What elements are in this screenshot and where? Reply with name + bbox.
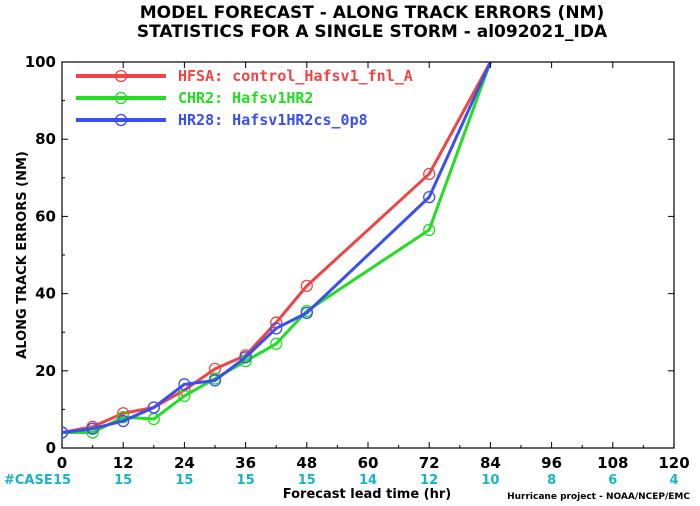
chart-title: MODEL FORECAST - ALONG TRACK ERRORS (NM): [140, 3, 605, 23]
y-axis-label: ALONG TRACK ERRORS (NM): [15, 151, 30, 359]
chart-subtitle: STATISTICS FOR A SINGLE STORM - al092021…: [137, 22, 608, 42]
case-count-0: 15: [53, 473, 71, 488]
x-tick-label-4: 48: [296, 454, 317, 472]
x-axis-label: Forecast lead time (hr): [283, 487, 451, 502]
case-count-5: 14: [359, 473, 377, 488]
case-count-1: 15: [114, 473, 132, 488]
series-2-point-4: [178, 378, 191, 391]
series-2-point-6: [239, 351, 252, 364]
series-2-point-3: [147, 401, 160, 414]
axis-ticks: 0 12 24 36 48 60 72 84 96 108 120 0 20 40 60 80 100: [25, 53, 690, 472]
case-count-2: 15: [175, 473, 193, 488]
x-tick-label-2: 24: [174, 454, 195, 472]
series-1-point-9: [423, 223, 436, 237]
case-count-8: 8: [547, 473, 556, 488]
y-tick-label-1: 20: [35, 362, 56, 380]
x-tick-label-9: 108: [597, 454, 628, 472]
series-line-0: [62, 62, 492, 435]
series-2-point-1: [86, 422, 99, 435]
legend: HFSA: control_Hafsv1_fnl_A CHR2: Hafsv1HR…: [76, 67, 413, 129]
case-count-6: 12: [420, 473, 438, 488]
series-layer: [62, 62, 492, 439]
series-2-point-9: [423, 190, 436, 204]
case-count-3: 15: [237, 473, 255, 488]
legend-swatch-marker-0: [114, 69, 128, 83]
y-tick-label-3: 60: [35, 207, 56, 225]
series-1-point-1: [86, 426, 99, 439]
x-tick-label-1: 12: [113, 454, 134, 472]
legend-swatch-marker-2: [114, 113, 128, 127]
y-tick-label-4: 80: [35, 130, 56, 148]
y-tick-label-2: 40: [35, 285, 56, 303]
x-tick-label-5: 60: [358, 454, 379, 472]
series-line-2: [62, 62, 492, 435]
series-2-point-5: [208, 374, 222, 387]
case-count-4: 15: [298, 473, 316, 488]
y-tick-label-0: 0: [46, 439, 56, 457]
case-count-9: 6: [608, 473, 617, 488]
case-count-row: #CASE 15 15 15 15 15 14 12 10 8 6 4: [4, 473, 679, 488]
series-2-point-2: [117, 414, 130, 428]
case-count-7: 10: [481, 473, 499, 488]
case-count-10: 4: [669, 473, 678, 488]
x-tick-label-3: 36: [235, 454, 256, 472]
series-2-point-8: [300, 306, 313, 320]
x-tick-label-10: 120: [658, 454, 689, 472]
series-0-point-8: [300, 279, 313, 293]
y-tick-label-5: 100: [25, 53, 56, 71]
case-label: #CASE: [4, 473, 53, 488]
credit-text: Hurricane project - NOAA/NCEP/EMC: [507, 492, 690, 502]
series-2-point-0: [62, 426, 69, 439]
series-2-point-7: [270, 322, 283, 335]
legend-entry-1: CHR2: Hafsv1HR2: [178, 89, 313, 107]
x-tick-label-8: 96: [541, 454, 562, 472]
x-tick-label-6: 72: [419, 454, 440, 472]
series-0-point-9: [423, 167, 436, 181]
legend-entry-0: HFSA: control_Hafsv1_fnl_A: [178, 67, 413, 85]
x-tick-label-0: 0: [57, 454, 67, 472]
series-1-point-7: [270, 337, 283, 350]
x-tick-label-7: 84: [480, 454, 501, 472]
legend-swatch-marker-1: [114, 91, 128, 105]
legend-entry-2: HR28: Hafsv1HR2cs_0p8: [178, 111, 368, 129]
